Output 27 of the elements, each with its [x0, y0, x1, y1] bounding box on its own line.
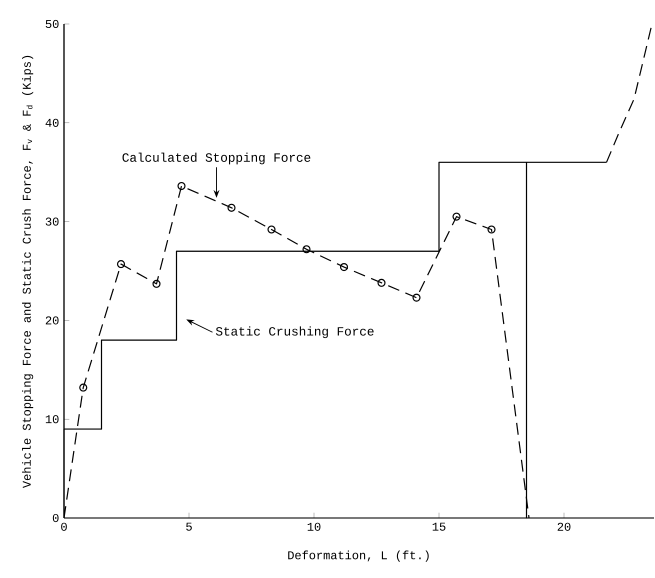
point [377, 278, 386, 287]
annotation: Static Crushing Force [216, 326, 374, 338]
annotation: Calculated Stopping Force [122, 152, 310, 164]
text: Vehicle Stopping Force and Static Crush Force, F$_{v}$ & F$_{d}$ (Kips) [22, 56, 34, 488]
point [227, 204, 236, 212]
x-tick-label: 10 [308, 522, 320, 531]
point [487, 225, 496, 234]
y-tick-label: 10 [46, 415, 59, 424]
point [340, 262, 348, 272]
y-tick-label: 0 [52, 514, 59, 522]
point [267, 225, 276, 234]
x-tick-label: 5 [186, 522, 192, 531]
point [452, 212, 461, 221]
x-tick-label: 15 [432, 522, 446, 531]
y-tick-label: 20 [46, 316, 59, 324]
point [116, 260, 126, 268]
point [302, 245, 311, 254]
point [79, 384, 88, 392]
y-tick-label: 50 [46, 20, 59, 28]
x-tick-label: 20 [558, 522, 570, 531]
x-tick-label: 0 [61, 522, 67, 531]
x-axis-title: Deformation, L (ft.) [288, 550, 429, 562]
point [177, 182, 186, 190]
point [412, 294, 421, 302]
y-tick-label: 30 [46, 218, 59, 226]
point [152, 280, 161, 288]
y-tick-label: 40 [46, 118, 59, 127]
